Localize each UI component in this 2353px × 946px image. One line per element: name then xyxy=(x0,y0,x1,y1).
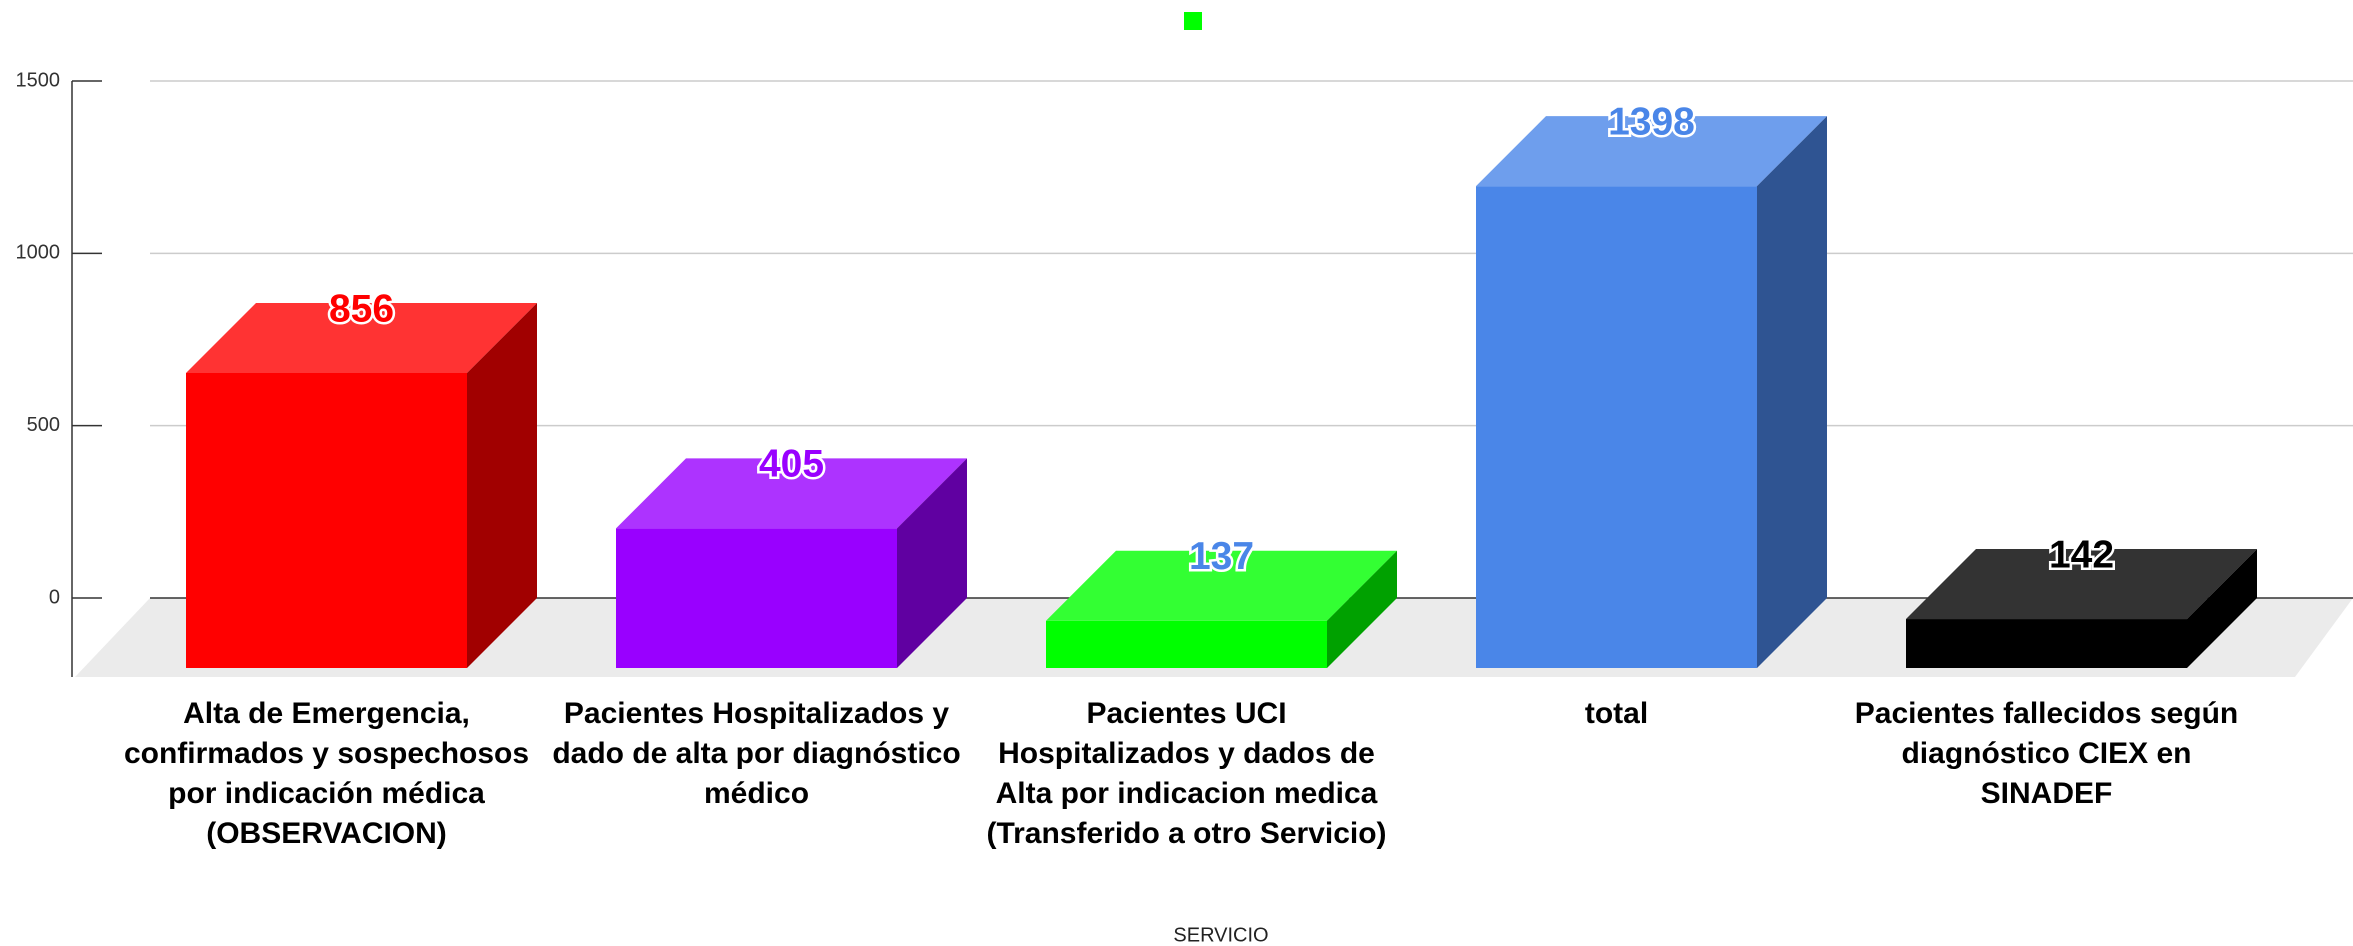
y-tick-label: 500 xyxy=(27,414,60,436)
legend-marker xyxy=(1184,12,1202,30)
x-tick-label: Pacientes Hospitalizados y dado de alta … xyxy=(552,697,961,810)
y-tick-label: 0 xyxy=(49,586,60,608)
bar-front xyxy=(1046,620,1327,668)
bar-front xyxy=(1906,619,2187,668)
y-tick-label: 1000 xyxy=(16,242,61,264)
bar-side xyxy=(467,302,537,668)
bar xyxy=(1046,550,1397,668)
x-tick-label: Alta de Emergencia, confirmados y sospec… xyxy=(123,697,530,850)
bar-front xyxy=(186,372,467,668)
y-tick-label: 1500 xyxy=(16,69,61,91)
bar-side xyxy=(1757,116,1827,668)
value-label: 142 xyxy=(2049,533,2114,576)
bar-top xyxy=(1046,550,1397,621)
value-label: 137 xyxy=(1189,535,1254,578)
bar-top xyxy=(616,458,967,529)
bar-side xyxy=(897,458,967,668)
bar xyxy=(1906,549,2257,668)
x-tick-label: total xyxy=(1584,697,1649,730)
bar-top xyxy=(1476,116,1827,187)
value-label: 856 xyxy=(329,287,394,330)
x-axis-title: SERVICIO xyxy=(1173,924,1268,946)
bar xyxy=(616,458,967,668)
bar-top xyxy=(1906,549,2257,620)
x-tick-label: Pacientes UCI Hospitalizados y dados de … xyxy=(986,697,1387,850)
value-label: 1398 xyxy=(1608,100,1695,143)
value-label: 405 xyxy=(759,443,824,486)
bar-side xyxy=(2187,549,2257,668)
bar-side xyxy=(1327,550,1397,668)
bar xyxy=(1476,116,1827,668)
bar-top xyxy=(186,302,537,373)
bar xyxy=(186,302,537,668)
bar-front xyxy=(1476,186,1757,668)
x-tick-label: Pacientes fallecidos según diagnóstico C… xyxy=(1854,697,2239,810)
bar-front xyxy=(616,528,897,668)
